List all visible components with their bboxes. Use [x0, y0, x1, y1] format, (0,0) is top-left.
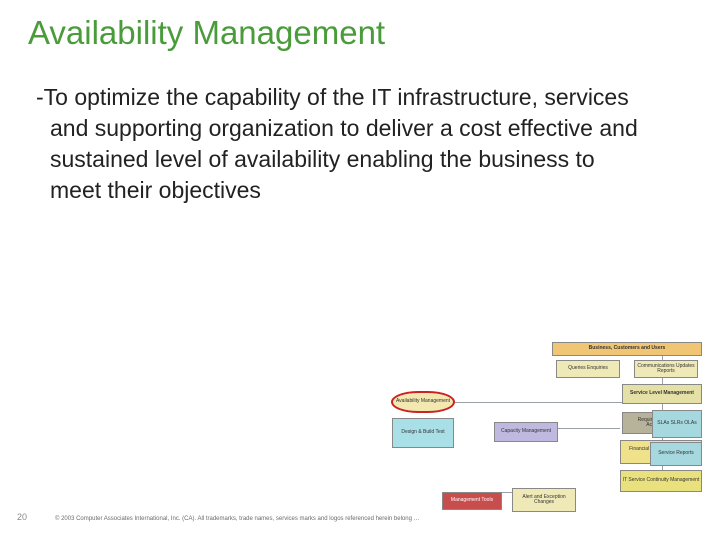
diagram-box-avail: Availability Management: [392, 392, 454, 412]
diagram-box-queries: Queries Enquiries: [556, 360, 620, 378]
diagram-box-slas: SLAs SLRs OLAs: [652, 410, 702, 438]
diagram-box-slm: Service Level Management: [622, 384, 702, 404]
copyright-text: © 2003 Computer Associates International…: [55, 516, 420, 522]
diagram-box-bcu: Business, Customers and Users: [552, 342, 702, 356]
diagram-box-mgmt: Management Tools: [442, 492, 502, 510]
title-text: Availability Management: [28, 14, 385, 51]
diagram-connector: [454, 402, 622, 403]
diagram-connector: [502, 492, 512, 493]
slide-title: Availability Management: [28, 14, 385, 52]
slide-body: -To optimize the capability of the IT in…: [50, 82, 650, 206]
process-diagram: Business, Customers and Users Queries Enq…: [384, 342, 702, 522]
page-number: 20: [17, 512, 27, 522]
diagram-box-alert: Alert and Exception Changes: [512, 488, 576, 512]
diagram-box-design: Design & Build Test: [392, 418, 454, 448]
bullet-dash: -: [36, 84, 44, 110]
body-paragraph: To optimize the capability of the IT inf…: [44, 84, 638, 203]
diagram-box-comms: Communications Updates Reports: [634, 360, 698, 378]
diagram-box-capacity: Capacity Management: [494, 422, 558, 442]
diagram-box-continuity: IT Service Continuity Management: [620, 470, 702, 492]
diagram-connector: [558, 428, 620, 429]
diagram-box-reports: Service Reports: [650, 442, 702, 466]
slide: Availability Management -To optimize the…: [0, 0, 720, 540]
